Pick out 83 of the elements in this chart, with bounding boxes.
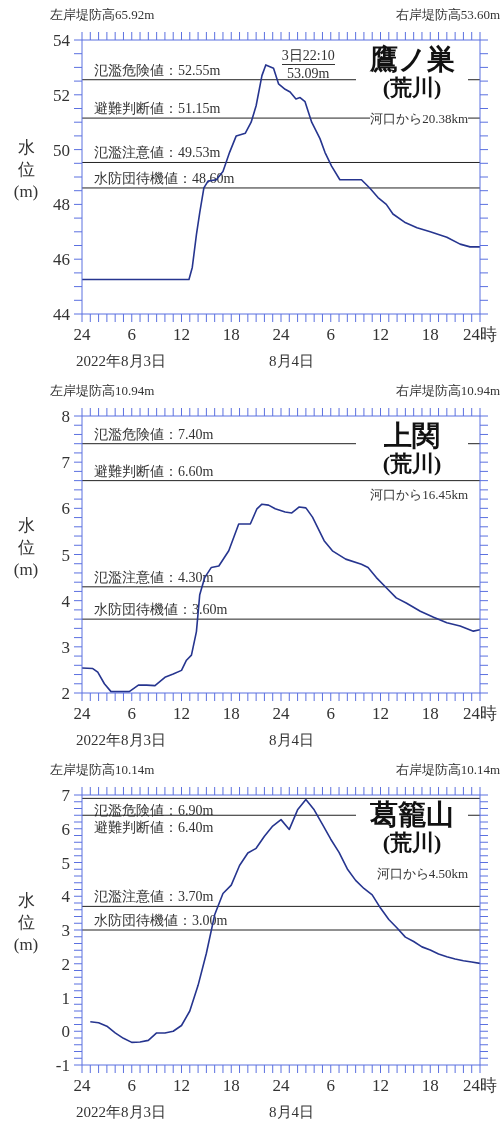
y-axis-title: 水位(m) [12,137,40,203]
text: (荒川) [382,451,442,476]
y-tick-label: 5 [61,853,70,873]
chart-title: 上関 [384,420,440,451]
x-tick-label: 18 [421,325,439,344]
ref-line-label: 氾濫危険値：52.55m [94,62,221,78]
text: (荒川) [382,75,442,100]
ref-line-label: 氾濫注意値：3.70m [94,889,214,905]
y-tick-label: 3 [61,921,70,940]
text: 右岸堤防高10.14m [395,762,500,777]
x-tick-label: 12 [173,1076,190,1095]
x-tick-label: 24 [73,325,91,344]
y-tick-label: 1 [61,988,70,1008]
text: 2022年8月3日 [76,353,166,369]
x-tick-label: 24時 [463,1076,497,1095]
y-tick-label: 4 [61,887,71,907]
y-tick-label: 6 [61,819,70,839]
x-tick-label: 6 [326,704,335,723]
text: 右岸堤防高53.60m [395,7,500,22]
y-tick-label: 44 [53,305,71,324]
x-tick-label: 24 [272,1076,290,1095]
text: 右岸堤防高10.94m [395,383,500,398]
y-tick-label: 7 [61,453,71,473]
y-tick-label: 5 [61,545,70,565]
text: 2022年8月3日 [76,1104,166,1120]
x-tick-label: 6 [326,1076,335,1095]
x-tick-label: 12 [173,325,190,344]
ref-line-label: 氾濫危険値：6.90m [94,803,214,819]
text: (荒川) [382,830,442,855]
x-tick-label: 18 [222,1076,240,1095]
annotation: 3日22:10 53.09m [281,47,335,81]
chart-title: 葛籠山 [370,799,454,830]
annotation: 河口から16.45km [370,487,468,502]
x-tick-label: 24 [272,325,290,344]
ref-line-label: 避難判断値：6.40m [94,820,214,836]
x-tick-label: 24 [73,704,91,723]
y-tick-label: 46 [53,250,70,270]
text: 8月4日 [269,353,314,369]
x-tick-label: 6 [326,325,335,344]
chart-title: 鷹ノ巣 [369,44,455,75]
x-tick-label: 24 [73,1076,91,1095]
ref-line-label: 避難判断値：6.60m [94,463,214,479]
y-tick-label: 54 [53,31,71,50]
y-tick-label: 48 [53,195,70,215]
text: 8月4日 [269,732,314,748]
y-tick-label: 52 [53,85,70,105]
x-tick-label: 12 [372,1076,389,1095]
text: 2022年8月3日 [76,732,166,748]
y-tick-label: 6 [61,499,70,519]
y-tick-label: 8 [61,407,70,426]
x-tick-label: 12 [173,704,190,723]
x-tick-label: 12 [372,704,389,723]
x-tick-label: 18 [421,1076,439,1095]
text: 左岸堤防高10.14m [50,762,155,777]
line-series [89,798,480,1044]
ref-line-label: 氾濫危険値：7.40m [94,426,214,442]
text: 左岸堤防高65.92m [50,7,155,22]
y-tick-label: 2 [61,954,70,974]
y-tick-label: 7 [61,786,71,805]
x-tick-label: 18 [421,704,439,723]
x-tick-label: 18 [222,325,240,344]
x-tick-label: 24時 [463,325,497,344]
annotation: 河口から20.38km [370,111,468,126]
y-axis-title: 水位(m) [12,514,40,581]
y-tick-label: 2 [61,684,70,703]
ref-line-label: 避難判断値：51.15m [94,101,221,117]
text: 左岸堤防高10.94m [50,383,155,398]
annotation: 河口から4.50km [376,866,468,881]
x-tick-label: 24 [272,704,290,723]
text: 8月4日 [269,1104,314,1120]
y-tick-label: 50 [53,140,70,160]
x-tick-label: 12 [372,325,389,344]
x-tick-label: 6 [127,704,136,723]
ref-line-label: 氾濫注意値：49.53m [94,145,221,161]
y-tick-label: 4 [61,591,71,611]
y-tick-label: 0 [61,1022,70,1042]
x-tick-label: 18 [222,704,240,723]
y-tick-label: 3 [61,637,70,657]
x-tick-label: 24時 [463,704,497,723]
y-tick-label: -1 [55,1056,70,1075]
x-tick-label: 6 [127,1076,136,1095]
y-axis-title: 水位(m) [12,890,40,956]
x-tick-label: 6 [127,325,136,344]
